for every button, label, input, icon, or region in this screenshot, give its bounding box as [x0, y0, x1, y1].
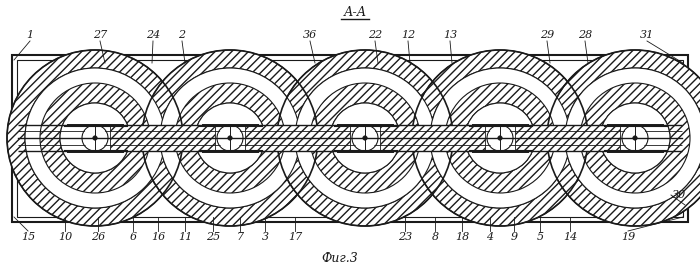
Circle shape: [82, 125, 108, 151]
Text: 29: 29: [540, 30, 554, 40]
Text: 11: 11: [178, 232, 192, 242]
Bar: [18, 125, 682, 151]
Text: 36: 36: [303, 30, 317, 40]
Circle shape: [465, 103, 535, 173]
Text: 19: 19: [621, 232, 635, 242]
Text: 18: 18: [455, 232, 469, 242]
Circle shape: [93, 136, 97, 140]
Circle shape: [600, 103, 670, 173]
Text: 23: 23: [398, 232, 412, 242]
Circle shape: [352, 125, 378, 151]
Circle shape: [633, 136, 637, 140]
Text: 17: 17: [288, 232, 302, 242]
Text: 4: 4: [486, 232, 493, 242]
Text: 22: 22: [368, 30, 382, 40]
Text: 5: 5: [536, 232, 544, 242]
Circle shape: [228, 136, 232, 140]
Bar: [110, 125, 215, 151]
Text: 15: 15: [21, 232, 35, 242]
Circle shape: [60, 103, 130, 173]
Circle shape: [622, 125, 648, 151]
Text: 7: 7: [237, 232, 244, 242]
Circle shape: [363, 136, 368, 140]
Text: 12: 12: [401, 30, 415, 40]
Circle shape: [217, 125, 243, 151]
Circle shape: [623, 126, 647, 150]
Text: А-А: А-А: [344, 5, 367, 19]
Text: 25: 25: [206, 232, 220, 242]
Text: 28: 28: [578, 30, 592, 40]
Circle shape: [487, 125, 513, 151]
Bar: [515, 125, 620, 151]
Circle shape: [295, 68, 435, 208]
Circle shape: [353, 126, 377, 150]
Circle shape: [565, 68, 700, 208]
Circle shape: [498, 136, 503, 140]
Text: 6: 6: [130, 232, 136, 242]
Text: 2: 2: [178, 30, 186, 40]
Text: 27: 27: [93, 30, 107, 40]
Circle shape: [228, 136, 232, 140]
Text: 14: 14: [563, 232, 577, 242]
Bar: [245, 125, 350, 151]
Circle shape: [160, 68, 300, 208]
Bar: [12, 55, 688, 222]
Circle shape: [430, 68, 570, 208]
Circle shape: [330, 103, 400, 173]
Bar: [380, 125, 485, 151]
Circle shape: [218, 126, 242, 150]
Text: 8: 8: [431, 232, 439, 242]
Circle shape: [83, 126, 107, 150]
Text: 16: 16: [151, 232, 165, 242]
Text: 24: 24: [146, 30, 160, 40]
Text: 31: 31: [640, 30, 654, 40]
Circle shape: [633, 136, 638, 140]
Text: 3: 3: [261, 232, 269, 242]
Text: 1: 1: [27, 30, 34, 40]
Circle shape: [195, 103, 265, 173]
Circle shape: [92, 136, 97, 140]
Circle shape: [498, 136, 502, 140]
Text: 13: 13: [443, 30, 457, 40]
Text: 9: 9: [510, 232, 517, 242]
Text: 10: 10: [58, 232, 72, 242]
Circle shape: [363, 136, 368, 140]
Text: 26: 26: [91, 232, 105, 242]
Text: Фиг.3: Фиг.3: [321, 251, 358, 265]
Circle shape: [25, 68, 165, 208]
Circle shape: [488, 126, 512, 150]
Bar: [17, 60, 683, 217]
Text: 30: 30: [672, 190, 686, 200]
